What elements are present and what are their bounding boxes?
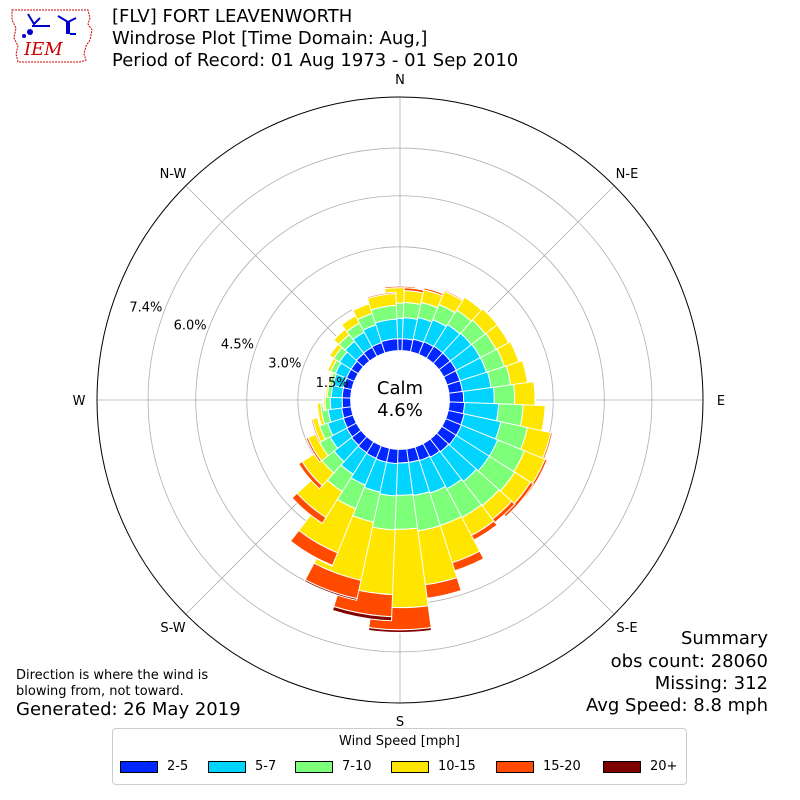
legend-swatch: [120, 761, 158, 773]
legend-swatch: [496, 761, 534, 773]
direction-note-line1: Direction is where the wind is: [16, 668, 209, 683]
speed-legend: Wind Speed [mph] 2-5 5-7 7-10 10-15 15-2…: [112, 728, 687, 785]
radial-tick-labels: 1.5% 3.0% 4.5% 6.0% 7.4%: [129, 301, 348, 391]
wind-bars: [289, 285, 553, 633]
logo-text: IEM: [23, 39, 63, 60]
wind-bar-segment: [367, 627, 433, 633]
wind-bar-segment: [523, 458, 548, 499]
wind-bar-segment: [331, 605, 393, 622]
period-of-record: Period of Record: 01 Aug 1973 - 01 Sep 2…: [112, 50, 519, 71]
iowa-state-outline-icon: IEM: [11, 9, 93, 63]
iem-logo: IEM: [10, 6, 94, 64]
direction-label: N-W: [160, 167, 187, 182]
direction-label: E: [717, 394, 725, 409]
wind-bar-segment: [303, 579, 358, 601]
legend-label: 20+: [650, 759, 678, 774]
legend-label: 10-15: [438, 759, 476, 774]
direction-labels: N N-E E S-E S S-W W N-W: [73, 73, 726, 730]
direction-label: S-E: [616, 621, 637, 636]
direction-label: W: [73, 394, 86, 409]
plot-subtitle: Windrose Plot [Time Domain: Aug,]: [112, 28, 428, 49]
legend-label: 15-20: [543, 759, 581, 774]
wind-bar-segment: [315, 402, 322, 427]
legend-swatch: [603, 761, 641, 773]
direction-label: N-E: [616, 167, 639, 182]
radial-tick-label: 6.0%: [174, 318, 207, 333]
direction-label: S: [396, 715, 404, 730]
summary-missing: Missing: 312: [654, 673, 768, 694]
radial-tick-label: 1.5%: [316, 376, 349, 391]
wind-bar-segment: [289, 540, 334, 567]
direction-label: N: [395, 73, 405, 88]
legend-label: 5-7: [255, 759, 277, 774]
radial-tick-label: 4.5%: [221, 338, 254, 353]
calm-label: Calm: [377, 378, 423, 399]
wind-bar-segment: [324, 376, 330, 398]
direction-label: S-W: [160, 621, 185, 636]
direction-note-line2: blowing from, not toward.: [16, 684, 184, 699]
summary-obs-count: obs count: 28060: [610, 651, 768, 672]
wind-bar-segment: [383, 285, 417, 288]
legend-label: 2-5: [167, 759, 189, 774]
radial-tick-label: 3.0%: [268, 357, 301, 372]
wind-bar-segment: [297, 460, 323, 490]
wind-bar-segment: [305, 436, 323, 463]
legend-swatch: [208, 761, 246, 773]
wind-bar-segment: [310, 418, 322, 444]
wind-bar-segment: [291, 492, 327, 524]
legend-swatch: [391, 761, 429, 773]
wind-bar-segment: [366, 291, 397, 300]
outer-ring: [96, 96, 704, 704]
summary-avg-speed: Avg Speed: 8.8 mph: [586, 695, 768, 716]
calm-circle: [351, 351, 449, 449]
legend-label: 7-10: [342, 759, 372, 774]
legend-swatch: [295, 761, 333, 773]
calm-value: 4.6%: [377, 400, 423, 421]
radial-tick-label: 7.4%: [129, 301, 162, 316]
station-title: [FLV] FORT LEAVENWORTH: [112, 6, 353, 27]
summary-heading: Summary: [681, 628, 768, 649]
wind-bar-segment: [322, 388, 325, 412]
generated-date: Generated: 26 May 2019: [16, 699, 241, 720]
legend-title: Wind Speed [mph]: [339, 734, 460, 749]
